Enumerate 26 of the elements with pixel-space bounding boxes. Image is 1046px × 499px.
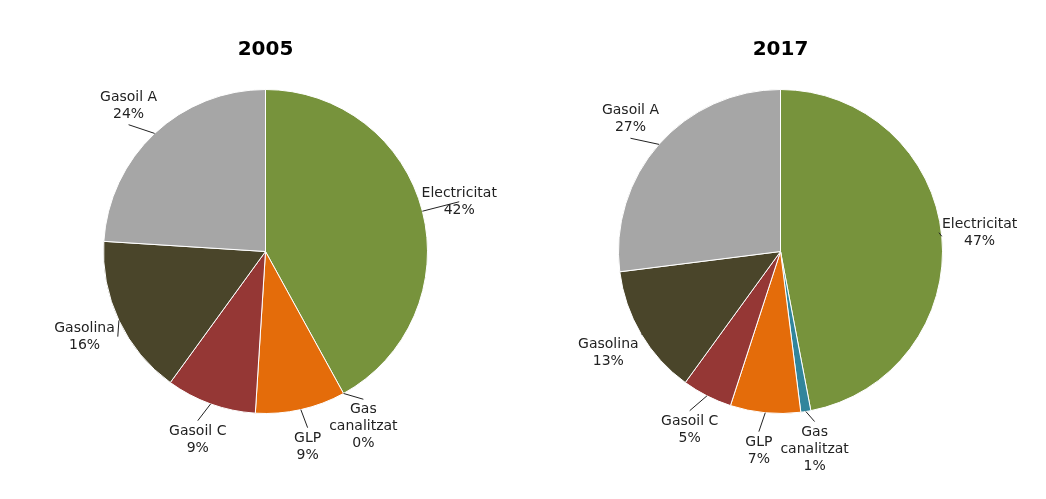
slice-label: Gasolina: [54, 318, 115, 335]
data-label: 7%: [747, 449, 770, 466]
data-label: 9%: [186, 438, 209, 455]
slice-label: Gasoil C: [169, 421, 227, 438]
slice-label: Gasolina: [578, 335, 639, 352]
slice-label: GLP: [294, 428, 322, 445]
slice-label: Gasoil A: [100, 87, 158, 104]
data-label: 16%: [68, 335, 101, 352]
chart-title: 2005: [237, 36, 294, 61]
data-label: 27%: [614, 118, 647, 135]
data-label: 24%: [113, 104, 145, 121]
data-label: 42%: [443, 200, 475, 217]
slice-label: Gas canalitzat: [780, 422, 850, 456]
slice-label: Electricitat: [421, 183, 498, 200]
data-label: 13%: [592, 352, 624, 369]
data-label: 47%: [964, 231, 996, 248]
slice-label: Electricitat: [941, 214, 1018, 231]
slice-label: Gasoil A: [601, 101, 660, 118]
text: 0%: [352, 434, 375, 451]
chart-title: 2017: [752, 36, 809, 61]
slice-label: GLP: [745, 432, 773, 449]
legend-label: Gas canalitzat: [329, 400, 399, 434]
data-label: 1%: [803, 456, 826, 473]
slice-label: Gasoil C: [661, 411, 719, 428]
data-label: 9%: [296, 445, 319, 462]
data-label: 5%: [678, 428, 701, 445]
